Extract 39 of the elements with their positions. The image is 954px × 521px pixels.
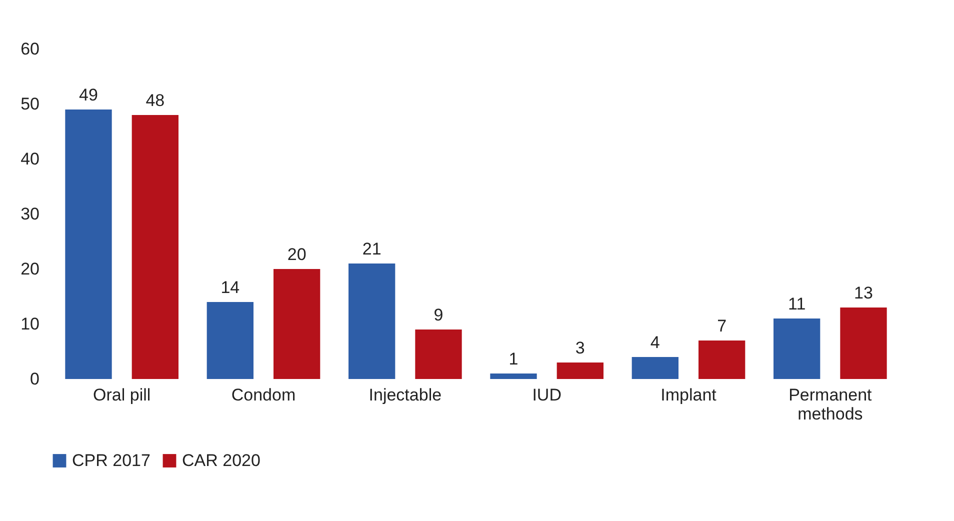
data-label: 14 [220, 278, 240, 297]
bar [274, 269, 320, 379]
bar [348, 264, 396, 379]
data-label: 4 [650, 333, 660, 352]
data-label: 9 [434, 306, 444, 324]
y-tick-label: 40 [20, 150, 40, 168]
legend-label: CAR 2020 [182, 450, 260, 470]
bar [206, 302, 254, 379]
bar [774, 318, 820, 379]
data-label: 21 [362, 240, 382, 258]
x-tick-label: Permanent methods [788, 386, 872, 424]
x-tick-label: Injectable [368, 386, 442, 404]
x-tick-label: IUD [532, 386, 562, 404]
data-label: 1 [508, 350, 518, 368]
y-tick-label: 60 [20, 40, 40, 58]
x-tick-label: Oral pill [93, 386, 151, 404]
data-label: 13 [854, 284, 873, 302]
data-label: 48 [146, 91, 165, 110]
y-tick-label: 50 [20, 94, 40, 114]
bar [415, 330, 462, 379]
bar [65, 110, 112, 379]
bar [132, 115, 178, 379]
y-tick-label: 0 [30, 370, 40, 388]
y-tick-label: 20 [20, 260, 40, 278]
data-label: 20 [287, 245, 306, 264]
y-tick-label: 30 [20, 204, 40, 224]
x-tick-label: Implant [660, 386, 717, 404]
bar [840, 308, 887, 379]
y-tick-label: 10 [20, 314, 40, 334]
data-label: 3 [575, 338, 585, 358]
data-label: 7 [717, 316, 727, 336]
x-tick-label: Condom [231, 386, 296, 404]
bar [556, 362, 604, 379]
bar [698, 340, 746, 379]
legend-label: CPR 2017 [72, 450, 150, 470]
bar [632, 357, 678, 379]
bar [490, 374, 537, 379]
data-label: 49 [79, 86, 98, 104]
data-label: 11 [788, 294, 806, 314]
